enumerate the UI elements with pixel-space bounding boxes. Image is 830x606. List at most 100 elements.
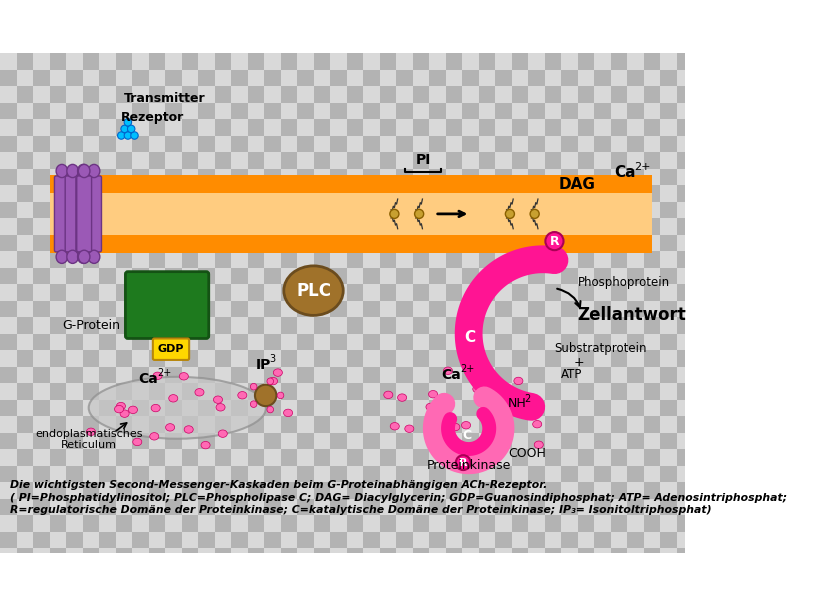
- Bar: [611, 333, 627, 350]
- Bar: [347, 251, 363, 267]
- Bar: [528, 284, 544, 301]
- Bar: [627, 333, 643, 350]
- Bar: [115, 399, 132, 416]
- Bar: [132, 53, 149, 70]
- Bar: [66, 548, 82, 565]
- Bar: [495, 449, 511, 465]
- Bar: [611, 202, 627, 218]
- Bar: [115, 301, 132, 317]
- Bar: [17, 449, 33, 465]
- Bar: [182, 399, 198, 416]
- Bar: [66, 317, 82, 333]
- Bar: [132, 202, 149, 218]
- Bar: [627, 185, 643, 202]
- Bar: [50, 185, 66, 202]
- Bar: [214, 499, 231, 515]
- Bar: [297, 367, 314, 383]
- Bar: [544, 515, 561, 531]
- Bar: [643, 235, 660, 251]
- Bar: [182, 102, 198, 119]
- Bar: [511, 531, 528, 548]
- Bar: [314, 317, 330, 333]
- Bar: [479, 185, 495, 202]
- Bar: [165, 416, 182, 433]
- Bar: [50, 350, 66, 367]
- Bar: [578, 168, 594, 185]
- Bar: [330, 515, 347, 531]
- Bar: [264, 267, 281, 284]
- Bar: [578, 531, 594, 548]
- Ellipse shape: [267, 406, 274, 413]
- Bar: [115, 350, 132, 367]
- Bar: [594, 449, 611, 465]
- Bar: [297, 284, 314, 301]
- Ellipse shape: [77, 250, 89, 264]
- Text: +: +: [574, 356, 584, 369]
- Bar: [544, 185, 561, 202]
- Bar: [396, 152, 413, 168]
- Bar: [528, 168, 544, 185]
- Bar: [594, 70, 611, 86]
- Bar: [214, 449, 231, 465]
- Bar: [643, 218, 660, 235]
- Bar: [297, 433, 314, 449]
- Bar: [544, 499, 561, 515]
- Text: PLC: PLC: [296, 282, 331, 299]
- Bar: [446, 86, 462, 102]
- Bar: [363, 367, 379, 383]
- Bar: [528, 86, 544, 102]
- Ellipse shape: [218, 430, 227, 438]
- Bar: [511, 433, 528, 449]
- Bar: [66, 383, 82, 399]
- Bar: [511, 235, 528, 251]
- Bar: [495, 333, 511, 350]
- Text: endoplasmatisches: endoplasmatisches: [36, 429, 143, 439]
- Ellipse shape: [77, 164, 89, 178]
- Bar: [132, 383, 149, 399]
- Bar: [627, 251, 643, 267]
- Bar: [379, 465, 396, 482]
- Bar: [561, 251, 578, 267]
- Ellipse shape: [284, 266, 344, 315]
- Bar: [50, 251, 66, 267]
- Bar: [165, 136, 182, 152]
- Bar: [214, 218, 231, 235]
- Bar: [297, 317, 314, 333]
- Bar: [511, 416, 528, 433]
- Bar: [429, 465, 446, 482]
- Bar: [379, 482, 396, 499]
- Bar: [379, 301, 396, 317]
- Bar: [281, 251, 297, 267]
- Bar: [17, 251, 33, 267]
- Bar: [413, 482, 429, 499]
- Bar: [479, 202, 495, 218]
- Bar: [347, 433, 363, 449]
- Bar: [462, 202, 479, 218]
- Bar: [396, 416, 413, 433]
- Bar: [297, 416, 314, 433]
- Bar: [198, 416, 214, 433]
- Bar: [33, 317, 50, 333]
- Bar: [627, 267, 643, 284]
- Bar: [363, 202, 379, 218]
- Bar: [511, 102, 528, 119]
- Bar: [462, 449, 479, 465]
- Bar: [330, 449, 347, 465]
- Bar: [115, 185, 132, 202]
- Bar: [330, 350, 347, 367]
- Bar: [495, 499, 511, 515]
- Bar: [495, 367, 511, 383]
- Bar: [314, 367, 330, 383]
- Bar: [115, 449, 132, 465]
- Bar: [0, 267, 17, 284]
- Bar: [231, 465, 247, 482]
- Bar: [594, 548, 611, 565]
- Bar: [0, 86, 17, 102]
- Bar: [82, 515, 99, 531]
- Bar: [446, 202, 462, 218]
- Bar: [281, 433, 297, 449]
- Bar: [50, 548, 66, 565]
- Bar: [182, 465, 198, 482]
- Bar: [676, 185, 693, 202]
- Bar: [0, 531, 17, 548]
